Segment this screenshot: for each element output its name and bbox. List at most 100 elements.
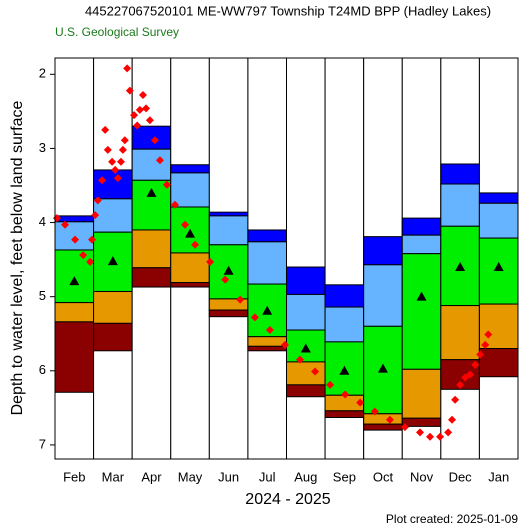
percentile-band bbox=[440, 305, 480, 361]
median-marker bbox=[339, 365, 350, 375]
measurement-point bbox=[221, 275, 230, 284]
percentile-band bbox=[131, 125, 172, 150]
plot-frame bbox=[54, 57, 519, 460]
percentile-band bbox=[54, 215, 95, 223]
percentile-band bbox=[247, 241, 288, 285]
measurement-point bbox=[118, 145, 127, 154]
measurement-point bbox=[356, 398, 365, 407]
measurement-point bbox=[484, 330, 493, 339]
measurement-point bbox=[341, 390, 350, 399]
percentile-band bbox=[363, 413, 403, 425]
x-tick-label: Jul bbox=[259, 469, 276, 484]
percentile-band bbox=[131, 267, 172, 288]
measurement-point bbox=[86, 257, 95, 266]
percentile-band bbox=[401, 417, 442, 427]
percentile-band bbox=[478, 348, 519, 378]
x-tick-label: Sep bbox=[333, 469, 356, 484]
measurement-point bbox=[250, 313, 259, 322]
x-axis-label: 2024 - 2025 bbox=[245, 491, 331, 508]
measurement-point bbox=[125, 86, 134, 95]
y-axis-label: Depth to water level, feet below land su… bbox=[9, 100, 26, 415]
x-tick-label: Feb bbox=[63, 469, 85, 484]
measurement-point bbox=[451, 395, 460, 404]
percentile-band bbox=[93, 290, 133, 324]
measurement-point bbox=[415, 428, 424, 437]
percentile-band bbox=[131, 148, 172, 181]
measurement-point bbox=[236, 295, 245, 304]
x-tick-label: Jan bbox=[488, 469, 509, 484]
percentile-band bbox=[286, 293, 326, 331]
percentile-band bbox=[363, 423, 403, 431]
measurement-point bbox=[113, 174, 122, 183]
percentile-band bbox=[170, 172, 210, 208]
y-tick-label: 7 bbox=[39, 436, 46, 451]
x-tick-label: Nov bbox=[410, 469, 434, 484]
median-marker bbox=[300, 343, 311, 353]
x-tick-label: Oct bbox=[373, 469, 394, 484]
measurement-point bbox=[138, 91, 147, 100]
percentile-band bbox=[401, 217, 442, 236]
median-marker bbox=[69, 276, 80, 286]
measurement-point bbox=[98, 176, 107, 185]
measurement-point bbox=[91, 211, 100, 220]
measurement-point bbox=[206, 257, 215, 266]
percentile-band bbox=[363, 264, 403, 327]
percentile-band bbox=[208, 215, 249, 246]
footer: Plot created: 2025-01-09 bbox=[386, 512, 518, 526]
percentile-band bbox=[247, 229, 288, 243]
chart-subtitle: U.S. Geological Survey bbox=[55, 25, 179, 39]
measurement-point bbox=[116, 157, 125, 166]
percentile-band bbox=[478, 303, 519, 350]
percentile-band bbox=[93, 322, 133, 352]
x-tick-label: Jun bbox=[218, 469, 239, 484]
measurement-point bbox=[448, 415, 457, 424]
percentile-band bbox=[131, 179, 172, 231]
measurement-point bbox=[123, 64, 132, 73]
measurement-point bbox=[476, 350, 485, 359]
percentile-band bbox=[401, 234, 442, 255]
percentile-band bbox=[247, 336, 288, 347]
measurement-point bbox=[370, 407, 379, 416]
y-tick-label: 4 bbox=[39, 214, 46, 229]
percentile-band bbox=[324, 284, 365, 308]
measurement-point bbox=[471, 360, 480, 369]
median-marker bbox=[223, 265, 234, 275]
percentile-band bbox=[170, 164, 210, 174]
percentile-band bbox=[170, 282, 210, 288]
measurement-point bbox=[108, 157, 117, 166]
percentile-band bbox=[363, 236, 403, 266]
x-tick-label: Mar bbox=[102, 469, 125, 484]
measurement-point bbox=[466, 370, 475, 379]
median-marker bbox=[493, 262, 504, 272]
percentile-band bbox=[247, 345, 288, 352]
percentile-band bbox=[478, 237, 519, 305]
percentile-band bbox=[93, 198, 133, 233]
percentile-band bbox=[54, 321, 95, 393]
measurement-point bbox=[142, 104, 151, 113]
percentile-band bbox=[478, 192, 519, 204]
y-tick-label: 2 bbox=[39, 66, 46, 81]
median-marker bbox=[146, 187, 157, 197]
percentile-band bbox=[440, 163, 480, 185]
median-marker bbox=[185, 228, 196, 238]
measurement-point bbox=[170, 200, 179, 209]
measurement-point bbox=[296, 355, 305, 364]
percentile-band bbox=[93, 169, 133, 200]
x-tick-label: Dec bbox=[449, 469, 473, 484]
measurement-point bbox=[444, 428, 453, 437]
percentile-band bbox=[401, 253, 442, 370]
measurement-point bbox=[130, 111, 139, 120]
percentile-band bbox=[54, 221, 95, 251]
median-marker bbox=[416, 291, 427, 301]
measurement-point bbox=[456, 380, 465, 389]
measurement-point bbox=[265, 326, 274, 335]
percentile-band bbox=[131, 229, 172, 269]
percentile-band bbox=[440, 183, 480, 227]
median-marker bbox=[377, 363, 388, 373]
median-marker bbox=[262, 305, 273, 315]
measurement-point bbox=[133, 121, 142, 130]
measurement-point bbox=[162, 180, 171, 189]
x-tick-label: May bbox=[178, 469, 203, 484]
month-column bbox=[286, 57, 326, 460]
chart-title: 445227067520101 ME-WW797 Township T24MD … bbox=[85, 3, 491, 18]
